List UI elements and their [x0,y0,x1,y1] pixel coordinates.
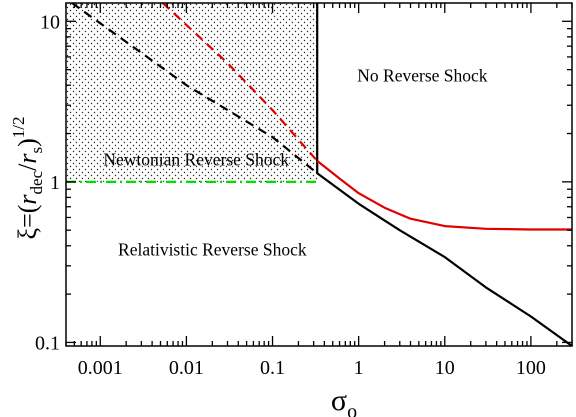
curve-red-dashed [161,3,319,162]
x-axis-subscript: o [347,401,357,417]
y-tick-label: 1 [50,172,60,194]
curve-black-solid [316,3,572,346]
plot-frame [65,2,573,347]
y-label-slash: / [13,163,42,171]
y-label-sub1: dec [27,170,46,194]
x-tick-label: 1 [354,357,364,379]
x-tick-label: 10 [435,357,455,379]
region-label: No Reverse Shock [357,65,488,85]
x-tick-label: 0.1 [260,357,285,379]
y-label-exponent: 1/2 [9,116,28,138]
y-axis-label: ξ=(rdec/rs)1/2 [9,116,46,239]
x-tick-label: 0.01 [169,357,204,379]
y-label-post: ) [13,138,42,147]
x-tick-label: 100 [516,357,546,379]
y-label-r2: r [13,153,42,164]
curve-black-dashed [71,3,318,175]
y-label-pre: ξ=( [13,205,42,240]
x-axis-symbol: σ [331,384,347,417]
y-label-r1: r [13,194,42,205]
curve-red-solid [316,160,572,231]
region-label: Newtonian Reverse Shock [103,149,289,169]
y-tick-label: 0.1 [35,332,60,354]
y-label-sub2: s [27,147,46,154]
y-tick-label: 10 [40,11,60,33]
x-tick-label: 0.001 [78,357,123,379]
region-label: Relativistic Reverse Shock [118,239,307,259]
x-axis-label: σo [331,384,357,417]
dotted-region [66,3,318,182]
